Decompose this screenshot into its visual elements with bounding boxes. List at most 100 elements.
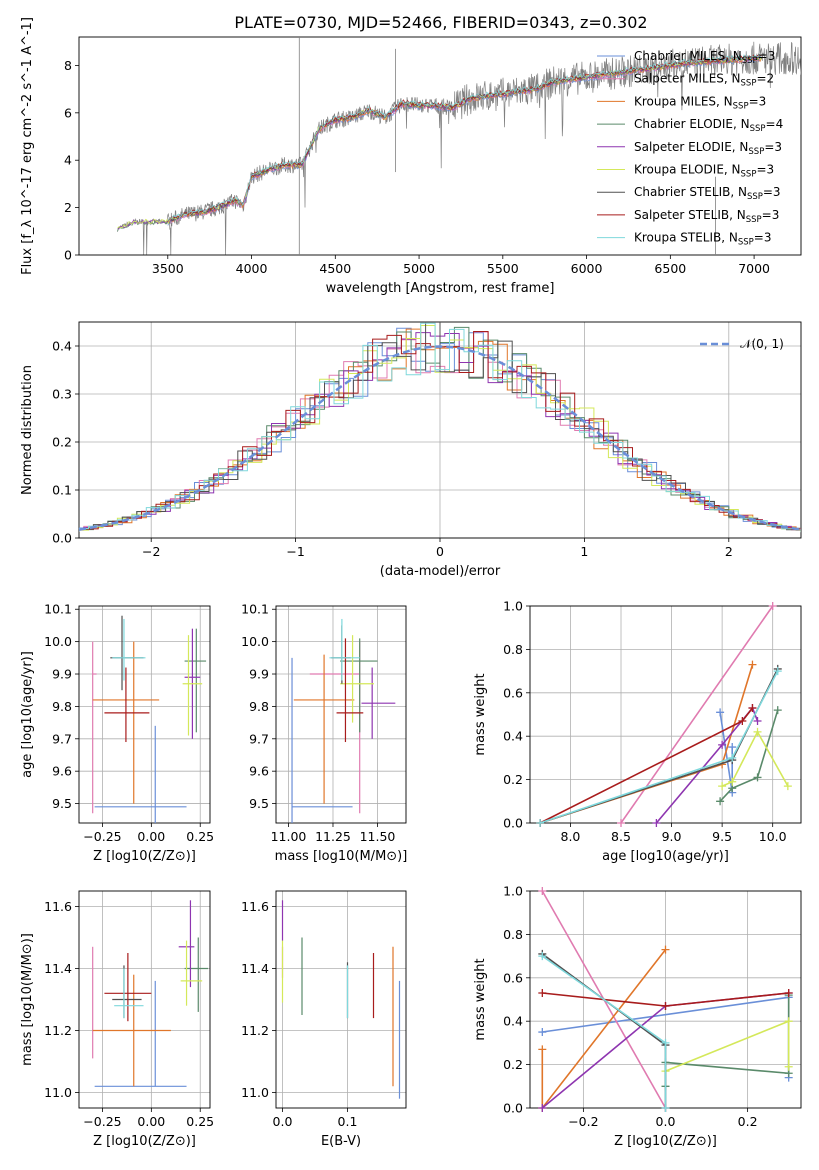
histogram-kroupa-miles — [79, 328, 801, 531]
legend-entry: Chabrier MILES, NSSP=3 — [634, 49, 775, 66]
y-tick-label: 0.8 — [503, 927, 523, 942]
weight-marker-salpeter-stelib — [738, 717, 747, 726]
weight-marker-kroupa-elodie — [728, 777, 737, 786]
y-tick-label: 11.4 — [44, 961, 72, 976]
age_vs_mass-frame — [275, 605, 407, 824]
weight-marker-kroupa-miles — [748, 660, 757, 669]
y-tick-label: 0.4 — [52, 339, 72, 354]
legend-entry: Kroupa ELODIE, NSSP=3 — [634, 163, 774, 180]
x-tick-label: 2 — [725, 544, 733, 559]
x-tick-label: 5500 — [487, 261, 519, 276]
x-tick-label: 0.0 — [273, 1114, 293, 1129]
x-tick-label: 0.0 — [656, 1114, 676, 1129]
weight-marker-chabrier-miles — [716, 708, 725, 717]
y-tick-label: 11.2 — [44, 1023, 72, 1038]
x-tick-label: 0.2 — [738, 1114, 758, 1129]
weight-marker-salpeter-miles — [617, 819, 626, 827]
weight-marker-kroupa-stelib — [773, 667, 782, 676]
spectrum-ylabel: Flux [f_λ 10^-17 erg cm^-2 s^-1 A^-1] — [20, 17, 35, 275]
y-tick-label: 10.0 — [241, 634, 269, 649]
massweight_vs_age-frame — [529, 605, 802, 824]
weight-line-chabrier-elodie — [719, 709, 779, 802]
x-tick-label: −2 — [142, 544, 160, 559]
y-tick-label: 11.0 — [44, 1085, 72, 1100]
legend-entry: Salpeter STELIB, NSSP=3 — [634, 208, 779, 225]
y-tick-label: 10.1 — [241, 602, 269, 617]
x-tick-label: 10.0 — [759, 829, 787, 844]
age_vs_Z-panel — [75, 605, 211, 827]
weight-line-kroupa-elodie — [665, 1020, 790, 1072]
x-tick-label: 4500 — [319, 261, 351, 276]
y-tick-label: 9.9 — [52, 667, 72, 682]
x-tick-label: 11.50 — [360, 829, 396, 844]
x-tick-label: 9.0 — [662, 829, 682, 844]
age_vs_mass-xlabel: mass [log10(M/M⊙)] — [275, 849, 408, 864]
y-tick-label: 0.4 — [503, 1014, 523, 1029]
x-tick-label: 0.00 — [137, 829, 165, 844]
legend-entry: Salpeter MILES, NSSP=2 — [634, 72, 774, 89]
y-tick-label: 10.1 — [44, 602, 72, 617]
age_vs_Z-xlabel: Z [log10(Z/Z⊙)] — [93, 849, 196, 864]
gaussian-curve — [78, 345, 802, 531]
y-tick-label: 6 — [64, 105, 72, 120]
weight-marker-kroupa-elodie — [783, 782, 792, 791]
weight-marker-kroupa-elodie — [784, 1062, 793, 1071]
y-tick-label: 9.7 — [52, 731, 72, 746]
residuals-panel — [75, 321, 802, 542]
y-tick-label: 0.0 — [503, 1101, 523, 1116]
x-tick-label: 1 — [580, 544, 588, 559]
y-tick-label: 9.6 — [249, 764, 269, 779]
y-tick-label: 9.7 — [249, 731, 269, 746]
weight-marker-kroupa-elodie — [753, 727, 762, 736]
y-tick-label: 0.4 — [503, 729, 523, 744]
weight-marker-kroupa-miles — [661, 945, 670, 954]
y-tick-label: 0.6 — [503, 685, 523, 700]
weight-line-chabrier-elodie — [664, 995, 790, 1087]
x-tick-label: 8.5 — [611, 829, 631, 844]
y-tick-label: 2 — [64, 200, 72, 215]
x-tick-label: 6000 — [571, 261, 603, 276]
x-tick-label: 0.25 — [186, 1114, 214, 1129]
mass_vs_ebv-frame — [275, 890, 407, 1109]
weight-marker-salpeter-stelib — [784, 988, 793, 997]
y-tick-label: 0.1 — [52, 483, 72, 498]
x-tick-label: −1 — [286, 544, 304, 559]
weight-marker-kroupa-stelib — [538, 952, 547, 961]
age_vs_Z-frame — [78, 605, 211, 824]
weight-marker-kroupa-stelib — [728, 753, 737, 762]
x-tick-label: −0.25 — [83, 1114, 121, 1129]
legend-entry: Chabrier ELODIE, NSSP=4 — [634, 117, 783, 134]
y-tick-label: 9.5 — [249, 796, 269, 811]
x-tick-label: 0.00 — [137, 1114, 165, 1129]
y-tick-label: 0 — [64, 248, 72, 263]
weight-line-kroupa-stelib — [539, 670, 779, 823]
y-tick-label: 0.2 — [52, 435, 72, 450]
weight-marker-chabrier-elodie — [716, 797, 725, 806]
x-tick-label: −0.25 — [83, 829, 121, 844]
massweight_vs_Z-ylabel: mass weight — [473, 958, 488, 1040]
weight-marker-salpeter-stelib — [538, 988, 547, 997]
y-tick-label: 1.0 — [503, 884, 523, 899]
y-tick-label: 0.2 — [503, 1057, 523, 1072]
y-tick-label: 9.6 — [52, 764, 72, 779]
x-tick-label: 0 — [436, 544, 444, 559]
massweight_vs_Z-xlabel: Z [log10(Z/Z⊙)] — [614, 1134, 717, 1149]
weight-marker-chabrier-miles — [728, 743, 737, 752]
y-tick-label: 0.3 — [52, 387, 72, 402]
model-spectrum-salpeter-stelib — [167, 54, 762, 222]
weight-marker-kroupa-stelib — [661, 1038, 670, 1047]
weight-marker-salpeter-miles — [768, 602, 777, 610]
figure-title: PLATE=0730, MJD=52466, FIBERID=0343, z=0… — [234, 13, 647, 32]
legend-entry: Kroupa MILES, NSSP=3 — [634, 94, 766, 111]
legend-entry: Salpeter ELODIE, NSSP=3 — [634, 140, 782, 157]
x-tick-label: 0.25 — [186, 829, 214, 844]
histogram-salpeter-stelib — [79, 331, 801, 530]
age_vs_Z-ylabel: age [log10(age/yr)] — [20, 651, 35, 778]
spectrum-panel — [75, 36, 802, 259]
legend-entry: Kroupa STELIB, NSSP=3 — [634, 231, 772, 248]
x-tick-label: 0.1 — [338, 1114, 358, 1129]
weight-marker-salpeter-elodie — [652, 819, 661, 827]
mass_vs_Z-ylabel: mass [log10(M/M⊙)] — [20, 933, 35, 1066]
weight-marker-kroupa-stelib — [661, 1104, 670, 1112]
residuals-xlabel: (data-model)/error — [380, 564, 501, 579]
